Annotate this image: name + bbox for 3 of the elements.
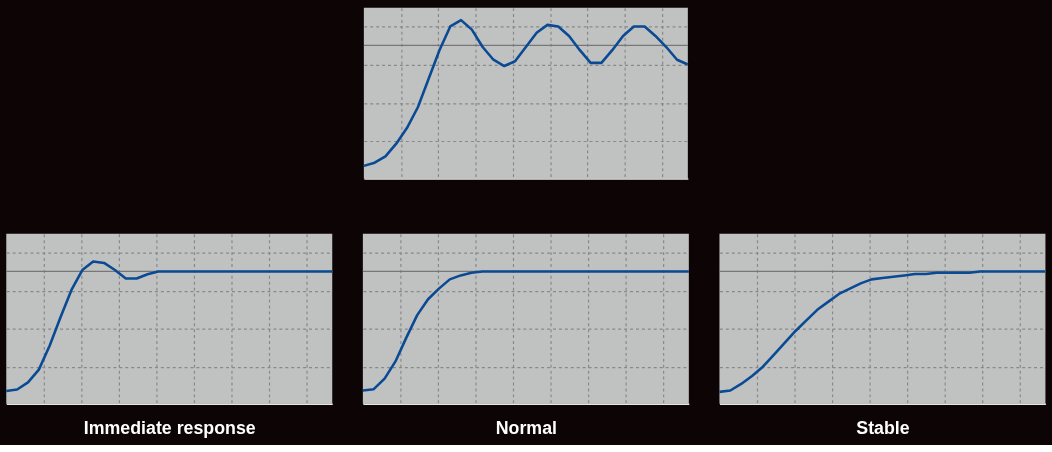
x-axis-title: Normal — [495, 417, 557, 438]
x-axis-title: Stable — [856, 417, 910, 438]
x-axis-title: Immediate response — [83, 417, 256, 438]
